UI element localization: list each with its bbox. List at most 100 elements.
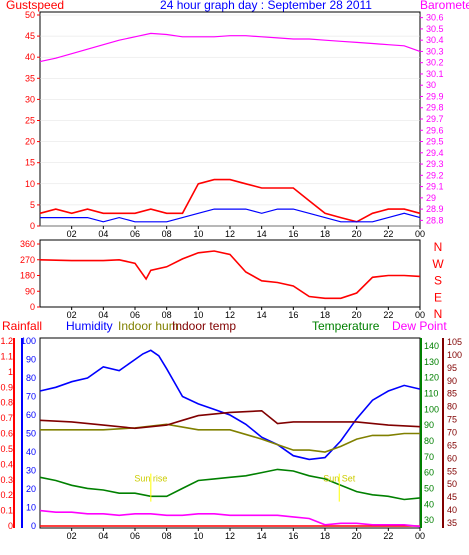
barometer-axis-tick-label: 30.4 <box>426 35 444 45</box>
barometer-axis-tick-label: 29.1 <box>426 182 444 192</box>
humidity-axis-tick-label: 90 <box>26 355 36 365</box>
direction-panel-x-tick-label: 02 <box>67 310 77 320</box>
direction-axis-tick-label: 360 <box>20 239 35 249</box>
humidity-axis-tick-label: 50 <box>26 429 36 439</box>
indoor-temp-axis-tick-label: 85 <box>447 389 457 399</box>
direction-axis-tick-label: 270 <box>20 255 35 265</box>
barometer-axis-tick-label: 30.6 <box>426 13 444 23</box>
barometer-axis-tick-label: 29.3 <box>426 159 444 169</box>
temperature-axis-tick-label: 30 <box>424 515 434 525</box>
barometer-axis-tick-label: 29.9 <box>426 91 444 101</box>
temp-panel-x-tick-label: 12 <box>225 531 235 541</box>
wind-panel-x-tick-label: 02 <box>67 229 77 239</box>
indoor-temp-axis-tick-label: 75 <box>447 415 457 425</box>
series-indoor-hum <box>40 423 420 453</box>
rainfall-axis-tick-label: 0.8 <box>0 398 13 408</box>
temp-panel-x-tick-label: 16 <box>288 531 298 541</box>
temp-panel-x-tick-label: 10 <box>193 531 203 541</box>
rainfall-axis-tick-label: 0.4 <box>0 459 13 469</box>
direction-axis-tick-label: 0 <box>30 302 35 312</box>
indoor-temp-axis-tick-label: 70 <box>447 428 457 438</box>
barometer-axis-tick-label: 29.2 <box>426 170 444 180</box>
humidity-axis-tick-label: 60 <box>26 410 36 420</box>
series-barometer <box>39 32 421 63</box>
indoor-temp-axis-tick-label: 100 <box>447 350 462 360</box>
rainfall-axis-tick-label: 0.3 <box>0 475 13 485</box>
gust-axis-tick-label: 5 <box>30 200 35 210</box>
barometer-axis-tick-label: 29.6 <box>426 125 444 135</box>
temp-panel-x-tick-label: 18 <box>320 531 330 541</box>
temp-panel-x-tick-label: 04 <box>98 531 108 541</box>
temperature-axis-tick-label: 140 <box>424 341 439 351</box>
temperature-axis-tick-label: 110 <box>424 388 438 398</box>
gust-axis-tick-label: 0 <box>30 221 35 231</box>
compass-label: S <box>434 274 442 288</box>
rainfall-axis-tick-label: 0.1 <box>0 506 13 516</box>
legend-humidity: Humidity <box>66 319 113 333</box>
compass-label: N <box>434 240 443 254</box>
legend-indoor-hum: Indoor hum <box>118 319 179 333</box>
humidity-axis-tick-label: 20 <box>26 484 36 494</box>
legend-dew-point: Dew Point <box>392 319 447 333</box>
humidity-axis-tick-label: 10 <box>26 503 36 513</box>
temp-panel-x-tick-label: 00 <box>415 531 425 541</box>
barometer-axis-tick-label: 29.5 <box>426 137 444 147</box>
compass-label: E <box>434 290 442 304</box>
direction-panel-frame <box>39 239 421 308</box>
wind-panel-x-tick-label: 20 <box>352 229 362 239</box>
direction-panel-x-tick-label: 16 <box>288 310 298 320</box>
wind-panel-x-tick-label: 04 <box>98 229 108 239</box>
barometer-axis-tick-label: 29 <box>426 193 436 203</box>
indoor-temp-axis-tick-label: 105 <box>447 337 462 347</box>
temperature-axis-tick-label: 80 <box>424 436 434 446</box>
indoor-temp-axis-tick-label: 65 <box>447 440 457 450</box>
gust-axis-tick-label: 15 <box>25 158 35 168</box>
humidity-axis-tick-label: 70 <box>26 392 36 402</box>
barometer-axis-tick-label: 30.2 <box>426 58 444 68</box>
wind-panel-x-tick-label: 06 <box>130 229 140 239</box>
compass-label: N <box>434 307 443 321</box>
humidity-axis-tick-label: 40 <box>26 447 36 457</box>
barometer-axis-tick-label: 29.8 <box>426 103 444 113</box>
gust-axis-tick-label: 40 <box>25 52 35 62</box>
direction-panel-x-tick-label: 14 <box>257 310 267 320</box>
wind-panel-x-tick-label: 10 <box>193 229 203 239</box>
temperature-axis-tick-label: 90 <box>424 420 434 430</box>
direction-panel-x-tick-label: 08 <box>162 310 172 320</box>
gust-axis-tick-label: 30 <box>25 94 35 104</box>
series-indoor-temp <box>39 409 421 430</box>
temp-panel-x-tick-label: 14 <box>257 531 267 541</box>
temp-panel-x-tick-label: 06 <box>130 531 140 541</box>
wind-panel-x-tick-label: 16 <box>288 229 298 239</box>
gustspeed-axis-title: Gustspeed <box>6 0 64 12</box>
compass-label: W <box>432 257 444 271</box>
rainfall-axis-tick-label: 0.7 <box>0 413 13 423</box>
series-windspeed <box>40 208 421 223</box>
indoor-temp-axis-tick-label: 80 <box>447 402 457 412</box>
temperature-axis-tick-label: 100 <box>424 404 439 414</box>
temperature-axis-tick-label: 60 <box>424 468 434 478</box>
wind-panel-x-tick-label: 14 <box>257 229 267 239</box>
gust-axis-tick-label: 20 <box>25 137 35 147</box>
indoor-temp-axis-tick-label: 45 <box>447 492 457 502</box>
gust-axis-tick-label: 50 <box>25 10 35 20</box>
gust-axis-tick-label: 45 <box>25 31 35 41</box>
humidity-axis-tick-label: 30 <box>26 466 36 476</box>
rainfall-axis-tick-label: 1.2 <box>0 336 13 346</box>
temperature-axis-tick-label: 50 <box>424 483 434 493</box>
wind-panel-x-tick-label: 22 <box>383 229 393 239</box>
barometer-axis-tick-label: 30 <box>426 80 436 90</box>
series-winddirection <box>39 250 421 300</box>
direction-panel-x-tick-label: 10 <box>193 310 203 320</box>
temperature-axis-tick-label: 70 <box>424 452 434 462</box>
temp-panel-x-tick-label: 22 <box>383 531 393 541</box>
barometer-axis-title: Barometer <box>420 0 469 12</box>
direction-panel-x-tick-label: 04 <box>98 310 108 320</box>
legend-temperature: Temperature <box>312 319 380 333</box>
gust-axis-tick-label: 35 <box>25 73 35 83</box>
wind-panel-x-tick-label: 08 <box>162 229 172 239</box>
wind-panel-x-tick-label: 00 <box>415 229 425 239</box>
barometer-axis-tick-label: 30.3 <box>426 46 444 56</box>
rainfall-axis-tick-label: 0.9 <box>0 382 13 392</box>
